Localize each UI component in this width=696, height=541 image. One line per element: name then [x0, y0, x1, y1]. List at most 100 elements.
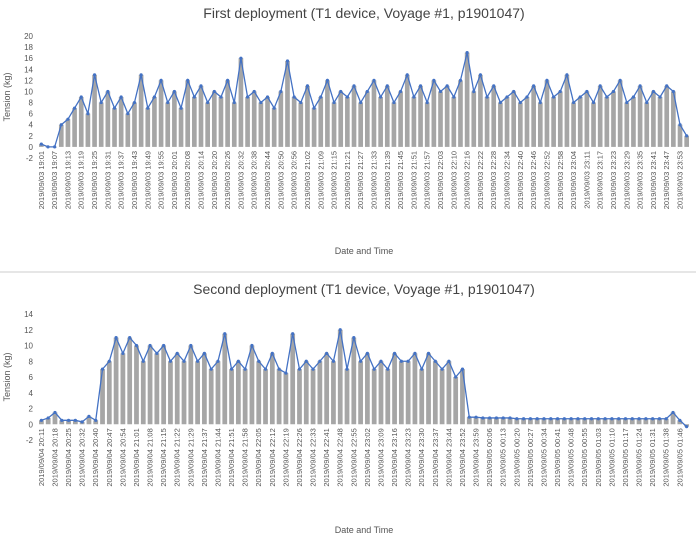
bar — [285, 60, 290, 147]
x-tick-label: 2019/09/05 01:17 — [621, 428, 630, 486]
point — [318, 359, 322, 363]
point — [232, 100, 236, 105]
point — [405, 73, 409, 77]
bar — [458, 80, 463, 147]
bar — [392, 353, 397, 425]
point — [319, 95, 323, 99]
point — [432, 78, 436, 82]
y-axis-title: Tension (kg) — [2, 352, 12, 401]
bar — [677, 420, 683, 425]
point — [379, 359, 383, 363]
bar — [351, 337, 357, 425]
point — [132, 100, 137, 105]
point — [578, 95, 582, 99]
bar — [283, 373, 289, 425]
bar — [484, 97, 490, 147]
bar — [310, 369, 316, 425]
bar — [165, 102, 171, 147]
point — [270, 351, 274, 355]
x-tick-label: 2019/09/04 21:51 — [227, 428, 236, 486]
x-tick-label: 2019/09/03 23:35 — [636, 151, 645, 209]
x-tick-label: 2019/09/03 19:31 — [103, 151, 112, 209]
bar — [398, 91, 403, 147]
point — [339, 89, 343, 94]
point — [325, 351, 329, 355]
point — [385, 84, 389, 88]
point — [630, 417, 634, 421]
bar — [39, 420, 44, 425]
bar — [624, 102, 630, 147]
x-tick-label: 2019/09/04 23:52 — [458, 428, 467, 486]
point — [498, 100, 502, 105]
bar — [198, 85, 204, 147]
bar — [338, 91, 344, 147]
x-tick-label: 2019/09/03 22:16 — [463, 151, 472, 209]
x-tick-label: 2019/09/05 00:13 — [499, 428, 508, 486]
bar — [147, 345, 153, 425]
bar — [125, 113, 131, 147]
x-tick-label: 2019/09/03 23:29 — [622, 151, 631, 209]
point — [545, 78, 549, 82]
point — [420, 367, 424, 371]
point — [365, 89, 369, 94]
point — [152, 95, 157, 99]
point — [685, 134, 689, 138]
bar — [378, 97, 383, 147]
point — [538, 100, 542, 105]
point — [345, 95, 349, 99]
x-tick-label: 2019/09/04 20:18 — [50, 428, 59, 486]
x-tick-label: 2019/09/03 21:02 — [303, 151, 312, 209]
point — [671, 410, 675, 415]
point — [86, 112, 90, 116]
bar — [249, 345, 255, 425]
bar — [45, 417, 51, 425]
point — [257, 359, 261, 363]
bar — [391, 102, 397, 147]
x-tick-label: 2019/09/04 20:32 — [78, 428, 87, 486]
bar — [473, 417, 479, 425]
point — [250, 343, 254, 348]
x-tick-label: 2019/09/03 22:58 — [556, 151, 565, 209]
point — [299, 100, 303, 105]
x-tick-label: 2019/09/05 00:06 — [485, 428, 494, 486]
bar — [152, 97, 157, 147]
bar — [181, 361, 187, 425]
point — [664, 417, 668, 421]
bar — [636, 418, 642, 425]
bar — [222, 333, 228, 425]
point — [611, 89, 616, 94]
x-tick-label: 2019/09/03 19:55 — [157, 151, 166, 209]
point — [472, 89, 476, 94]
bar — [432, 361, 438, 425]
x-tick-label: 2019/09/03 22:22 — [476, 151, 485, 209]
bar — [168, 361, 173, 425]
x-tick-label: 2019/09/03 22:03 — [436, 151, 445, 209]
x-tick-label: 2019/09/03 19:01 — [37, 151, 46, 209]
point — [279, 89, 283, 94]
bar — [551, 97, 556, 147]
bar — [337, 329, 343, 425]
bar — [52, 412, 58, 425]
bar — [384, 85, 390, 147]
point — [454, 375, 458, 379]
point — [528, 417, 532, 421]
point — [398, 89, 403, 94]
point — [501, 416, 505, 420]
y-tick-label: 10 — [24, 87, 33, 96]
point — [229, 367, 234, 371]
point — [46, 145, 50, 149]
point — [671, 89, 675, 94]
point — [474, 415, 478, 419]
point — [186, 78, 190, 82]
point — [92, 73, 97, 77]
point — [406, 359, 410, 363]
point — [304, 359, 308, 363]
point — [212, 89, 216, 94]
x-tick-label: 2019/09/04 22:26 — [295, 428, 304, 486]
x-tick-label: 2019/09/03 19:13 — [63, 151, 72, 209]
bar — [305, 85, 310, 147]
point — [126, 112, 130, 116]
bar — [498, 102, 503, 147]
point — [576, 417, 580, 421]
y-tick-label: 2 — [29, 405, 34, 414]
